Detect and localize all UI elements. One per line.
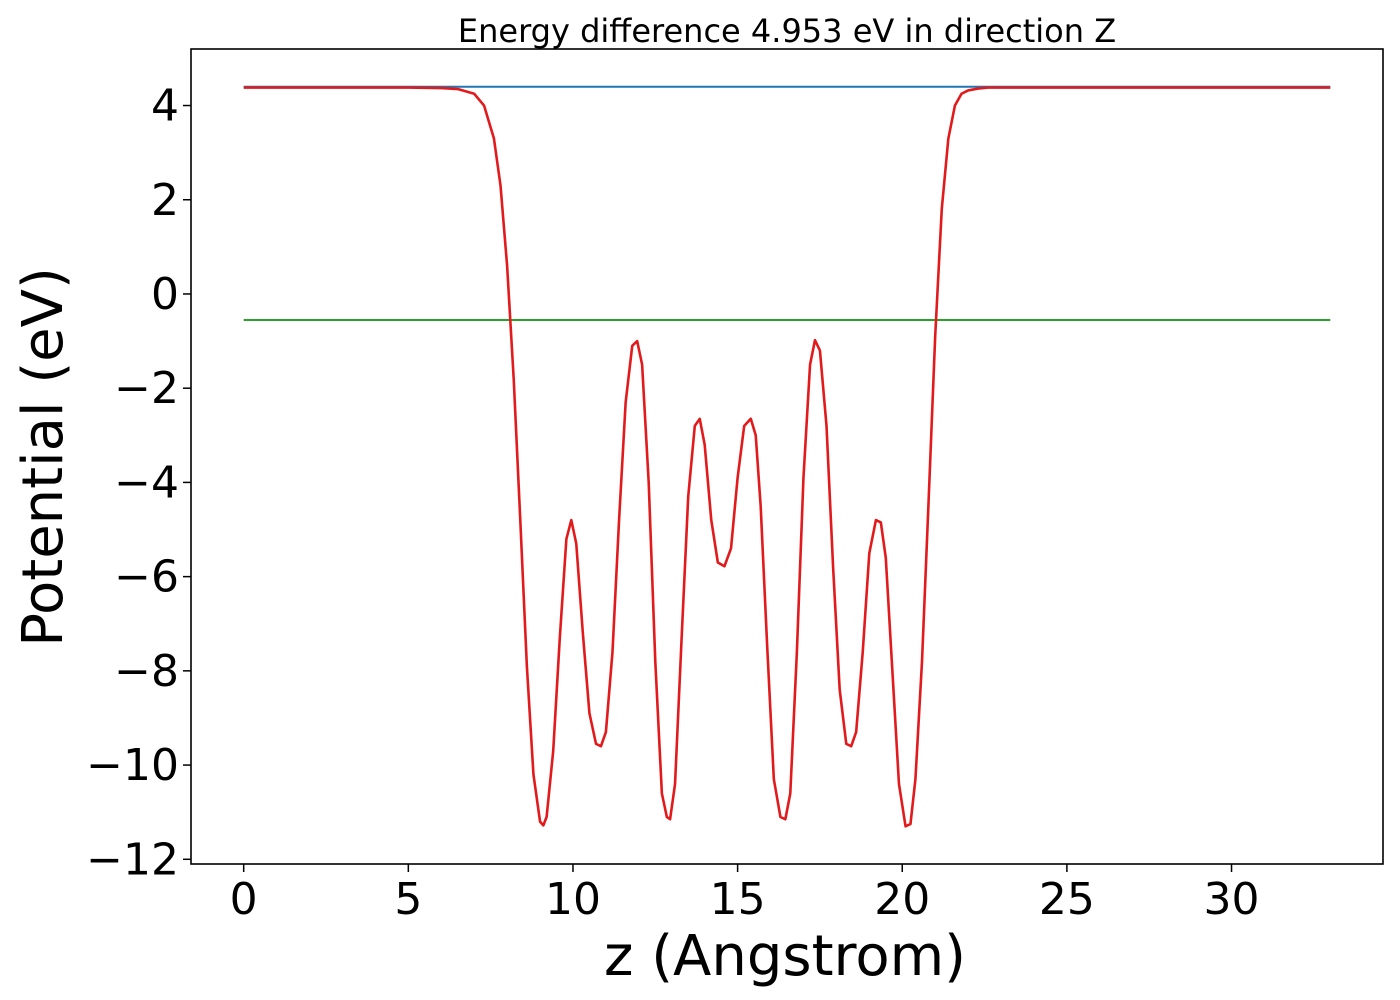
x-tick-label: 0 (230, 874, 258, 925)
series-line-2 (243, 86, 1331, 828)
y-tick-label: −10 (86, 740, 179, 791)
y-tick-label: 2 (151, 175, 179, 226)
y-tick-label: −6 (114, 552, 179, 603)
x-tick-label: 15 (710, 874, 766, 925)
x-axis: 0 5 10 15 20 25 30 (230, 864, 1260, 925)
x-tick-label: 5 (394, 874, 422, 925)
y-tick-label: −12 (86, 834, 179, 885)
x-axis-label: z (Angstrom) (604, 924, 966, 989)
plot-frame (190, 48, 1384, 865)
x-tick-label: 30 (1204, 874, 1260, 925)
plot-area (243, 85, 1331, 828)
chart-title: Energy difference 4.953 eV in direction … (458, 12, 1116, 50)
y-tick-label: 0 (151, 269, 179, 320)
y-axis: 4 2 0 −2 −4 −6 −8 −10 −12 (86, 81, 191, 885)
y-tick-label: 4 (151, 81, 179, 132)
x-tick-label: 25 (1039, 874, 1095, 925)
y-tick-label: −2 (114, 363, 179, 414)
y-axis-label: Potential (eV) (11, 267, 76, 647)
y-tick-label: −8 (114, 646, 179, 697)
x-tick-label: 20 (874, 874, 930, 925)
x-tick-label: 10 (545, 874, 601, 925)
y-tick-label: −4 (114, 457, 179, 508)
